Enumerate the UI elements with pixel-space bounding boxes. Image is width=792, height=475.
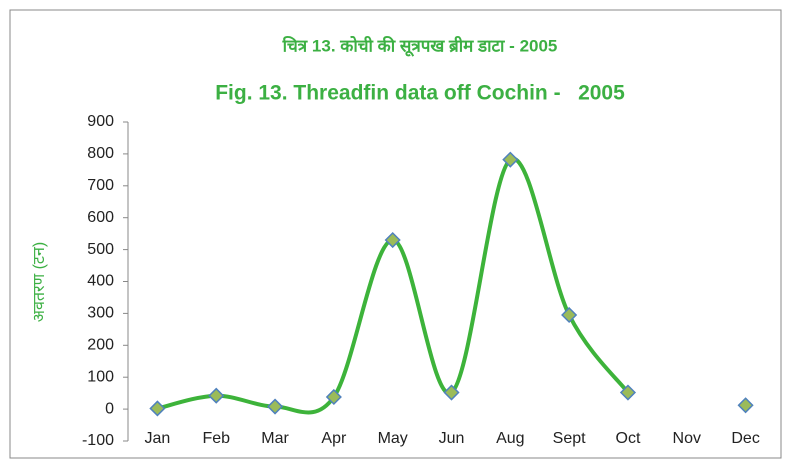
- x-tick-label: Feb: [202, 430, 230, 447]
- point-marker: [443, 384, 460, 401]
- y-tick-label: 100: [87, 368, 114, 385]
- x-tick-label: Nov: [673, 430, 701, 447]
- x-tick-label: Aug: [496, 430, 524, 447]
- point-marker: [149, 400, 166, 417]
- y-tick-label: 800: [87, 145, 114, 162]
- y-tick-label: 500: [87, 241, 114, 258]
- point-marker: [619, 384, 637, 401]
- y-tick-label: 400: [87, 273, 114, 290]
- point-marker: [561, 306, 578, 324]
- point-marker: [266, 398, 284, 415]
- chart-subtitle: Fig. 13. Threadfin data off Cochin - 200…: [215, 82, 625, 105]
- x-tick-label: Apr: [321, 430, 347, 447]
- point-marker: [502, 151, 519, 168]
- point-marker: [325, 388, 342, 406]
- y-tick-label: 900: [87, 113, 114, 130]
- y-tick-label: 300: [87, 305, 114, 322]
- chart-title: चित्र 13. कोची की सूत्रपख ब्रीम डाटा - 2…: [282, 35, 558, 57]
- x-tick-label: Jun: [439, 430, 465, 447]
- y-tick-label: 200: [87, 337, 114, 354]
- point-marker: [208, 387, 225, 404]
- x-tick-label: Sept: [553, 430, 586, 447]
- y-axis-label: अवतरण (टन): [31, 242, 48, 322]
- x-tick-label: Jan: [145, 430, 171, 447]
- x-tick-label: May: [378, 430, 408, 447]
- point-marker: [384, 231, 401, 249]
- y-tick-label: 700: [87, 177, 114, 194]
- y-tick-label: 0: [105, 400, 114, 417]
- point-marker: [737, 397, 754, 414]
- x-tick-label: Oct: [616, 430, 641, 447]
- x-tick-label: Mar: [261, 430, 289, 447]
- chart-border: [9, 9, 782, 459]
- y-tick-label: 600: [87, 209, 114, 226]
- x-tick-label: Dec: [731, 430, 759, 447]
- y-tick-label: -100: [82, 432, 114, 449]
